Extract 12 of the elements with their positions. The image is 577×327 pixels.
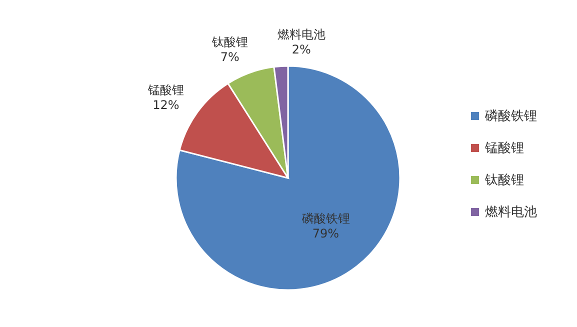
data-label: 79%	[312, 226, 340, 241]
data-label: 7%	[220, 50, 240, 64]
legend-label: 钛酸锂	[485, 172, 524, 188]
slice-label: 钛酸锂	[210, 35, 248, 50]
legend-label: 锰酸锂	[485, 140, 524, 156]
data-label: 12%	[152, 98, 180, 112]
slice-label: 磷酸铁锂	[300, 212, 350, 226]
slice-label: 燃料电池	[277, 27, 326, 42]
legend-label: 燃料电池	[485, 204, 537, 220]
slice-label: 锰酸锂	[146, 83, 184, 98]
data-label: 2%	[292, 42, 311, 56]
legend-label: 磷酸铁锂	[485, 108, 537, 124]
